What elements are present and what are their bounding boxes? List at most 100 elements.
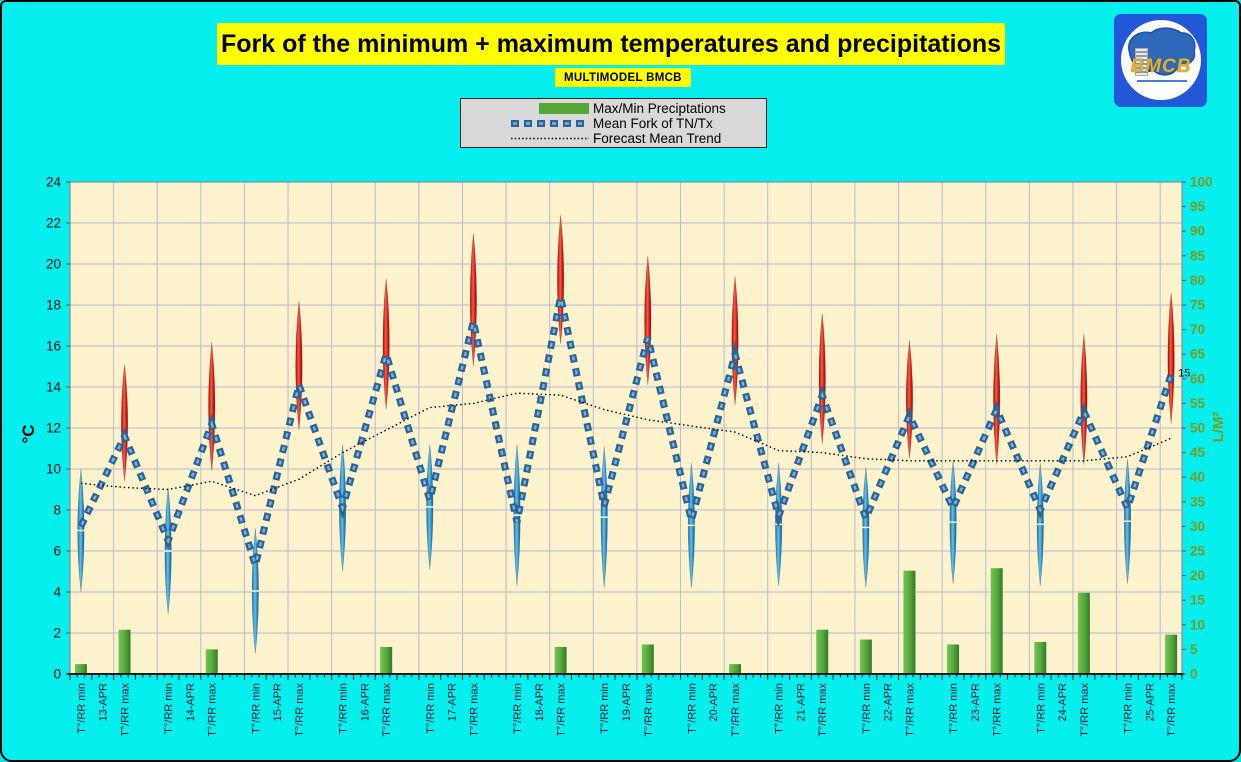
right-axis-tick-label: 90 bbox=[1190, 224, 1205, 239]
x-axis-category-label: 14-APR bbox=[185, 683, 197, 722]
precipitation-bar bbox=[641, 644, 654, 674]
x-axis-category-label: T°/RR min bbox=[686, 683, 698, 734]
precipitation-bar bbox=[554, 646, 567, 674]
right-axis-tick-label: 65 bbox=[1190, 347, 1206, 362]
left-axis-tick-label: 24 bbox=[46, 175, 62, 190]
x-axis-category-label: 13-APR bbox=[98, 683, 110, 722]
max-fork-spike bbox=[557, 214, 565, 344]
right-axis-tick-label: 55 bbox=[1190, 396, 1206, 411]
right-axis-tick-label: 50 bbox=[1190, 421, 1205, 436]
right-axis-tick-label: 95 bbox=[1190, 199, 1206, 214]
precipitation-bar bbox=[1034, 642, 1047, 674]
x-axis-category-label: T°/RR min bbox=[76, 683, 88, 734]
left-axis-tick-label: 12 bbox=[46, 421, 61, 436]
data-label-annotation: 15 bbox=[1178, 368, 1190, 380]
right-axis-tick-label: 70 bbox=[1190, 322, 1205, 337]
trend-line bbox=[80, 392, 1172, 497]
right-axis-tick-label: 75 bbox=[1190, 298, 1206, 313]
x-axis-category-label: T°/RR max bbox=[556, 683, 568, 737]
left-axis-tick-label: 16 bbox=[46, 339, 61, 354]
legend-label: Mean Fork of TN/Tx bbox=[593, 116, 713, 131]
x-axis-category-label: T°/RR max bbox=[381, 683, 393, 737]
x-axis-category-label: T°/RR max bbox=[207, 683, 219, 737]
x-axis-category-label: T°/RR max bbox=[120, 683, 132, 737]
max-fork-spike bbox=[905, 339, 913, 459]
mean-fork-line-highlight bbox=[79, 296, 1173, 570]
x-axis-category-label: 19-APR bbox=[621, 683, 633, 722]
right-axis-tick-label: 100 bbox=[1190, 175, 1213, 190]
right-axis-tick-label: 30 bbox=[1190, 519, 1205, 534]
logo-circle: BMCB bbox=[1121, 20, 1201, 100]
right-axis-tick-label: 25 bbox=[1190, 544, 1206, 559]
legend-label: Forecast Mean Trend bbox=[593, 131, 722, 146]
legend-item-precipitations: Max/Min Preciptations bbox=[465, 101, 762, 116]
left-axis-tick-label: 6 bbox=[53, 544, 61, 559]
right-axis-tick-label: 80 bbox=[1190, 273, 1205, 288]
max-fork-spike bbox=[818, 313, 826, 445]
right-axis-tick-label: 45 bbox=[1190, 445, 1206, 460]
x-axis-category-label: T°/RR min bbox=[1122, 683, 1134, 734]
chart-subtitle: MULTIMODEL BMCB bbox=[555, 68, 691, 87]
x-axis-category-label: T°/RR max bbox=[992, 683, 1004, 737]
x-axis-category-label: T°/RR min bbox=[861, 683, 873, 734]
x-axis-category-label: T°/RR min bbox=[948, 683, 960, 734]
x-axis-category-label: T°/RR min bbox=[512, 683, 524, 734]
precipitation-bar bbox=[990, 568, 1003, 674]
x-axis-category-label: 17-APR bbox=[447, 683, 459, 722]
left-axis-tick-label: 22 bbox=[46, 216, 61, 231]
precipitation-bar bbox=[1165, 634, 1178, 674]
logo-building-icon bbox=[1135, 48, 1148, 76]
legend-label: Max/Min Preciptations bbox=[593, 101, 726, 116]
precipitation-bar bbox=[903, 570, 916, 674]
x-axis-category-label: T°/RR min bbox=[163, 683, 175, 734]
right-axis-tick-label: 5 bbox=[1190, 642, 1198, 657]
x-axis-category-label: T°/RR min bbox=[338, 683, 350, 734]
precipitation-bar bbox=[859, 639, 872, 674]
max-fork-spike bbox=[1167, 292, 1175, 424]
precipitation-bar bbox=[729, 664, 742, 674]
precipitation-bar bbox=[1077, 592, 1090, 674]
x-axis-category-label: 15-APR bbox=[272, 683, 284, 722]
max-fork-spike bbox=[1080, 333, 1088, 465]
left-axis-tick-label: 20 bbox=[46, 257, 61, 272]
precipitation-bar bbox=[74, 664, 87, 674]
left-axis-tick-label: 8 bbox=[53, 503, 61, 518]
x-axis-category-label: 20-APR bbox=[708, 683, 720, 722]
left-axis-tick-label: 0 bbox=[53, 667, 61, 682]
x-axis-category-label: 23-APR bbox=[970, 683, 982, 722]
left-axis-tick-label: 2 bbox=[53, 626, 61, 641]
right-axis-tick-label: 10 bbox=[1190, 617, 1205, 632]
x-axis-category-label: T°/RR min bbox=[774, 683, 786, 734]
precipitation-bar bbox=[205, 649, 218, 674]
x-axis-category-label: 21-APR bbox=[795, 683, 807, 722]
right-axis-tick-label: 0 bbox=[1190, 667, 1198, 682]
x-axis-category-label: T°/RR min bbox=[599, 683, 611, 734]
x-axis-category-label: T°/RR max bbox=[1166, 683, 1178, 737]
x-axis-category-label: T°/RR max bbox=[904, 683, 916, 737]
precipitation-bar bbox=[947, 644, 960, 674]
x-axis-category-label: T°/RR max bbox=[817, 683, 829, 737]
bmcb-logo: BMCB bbox=[1114, 14, 1207, 107]
left-axis-tick-label: 14 bbox=[46, 380, 62, 395]
x-axis-category-label: T°/RR min bbox=[1035, 683, 1047, 734]
legend-item-mean-fork: Mean Fork of TN/Tx bbox=[465, 116, 762, 131]
page-title: Fork of the minimum + maximum temperatur… bbox=[217, 23, 1005, 65]
x-axis-category-label: T°/RR min bbox=[425, 683, 437, 734]
right-axis-tick-label: 35 bbox=[1190, 494, 1206, 509]
left-axis-title: °C bbox=[19, 424, 38, 443]
max-fork-spike bbox=[993, 333, 1001, 465]
x-axis-category-label: T°/RR min bbox=[250, 683, 262, 734]
right-axis-tick-label: 40 bbox=[1190, 470, 1205, 485]
logo-subtext-line bbox=[1137, 80, 1187, 82]
left-axis-tick-label: 10 bbox=[46, 462, 61, 477]
x-axis-category-label: 25-APR bbox=[1144, 683, 1156, 722]
right-axis-tick-label: 85 bbox=[1190, 248, 1206, 263]
left-axis-tick-label: 18 bbox=[46, 298, 61, 313]
x-axis-category-label: T°/RR max bbox=[643, 683, 655, 737]
legend-item-trend: Forecast Mean Trend bbox=[465, 131, 762, 146]
chart-legend: Max/Min Preciptations Mean Fork of TN/Tx… bbox=[460, 98, 767, 148]
right-axis-tick-label: 60 bbox=[1190, 371, 1205, 386]
x-axis-category-label: T°/RR max bbox=[1079, 683, 1091, 737]
